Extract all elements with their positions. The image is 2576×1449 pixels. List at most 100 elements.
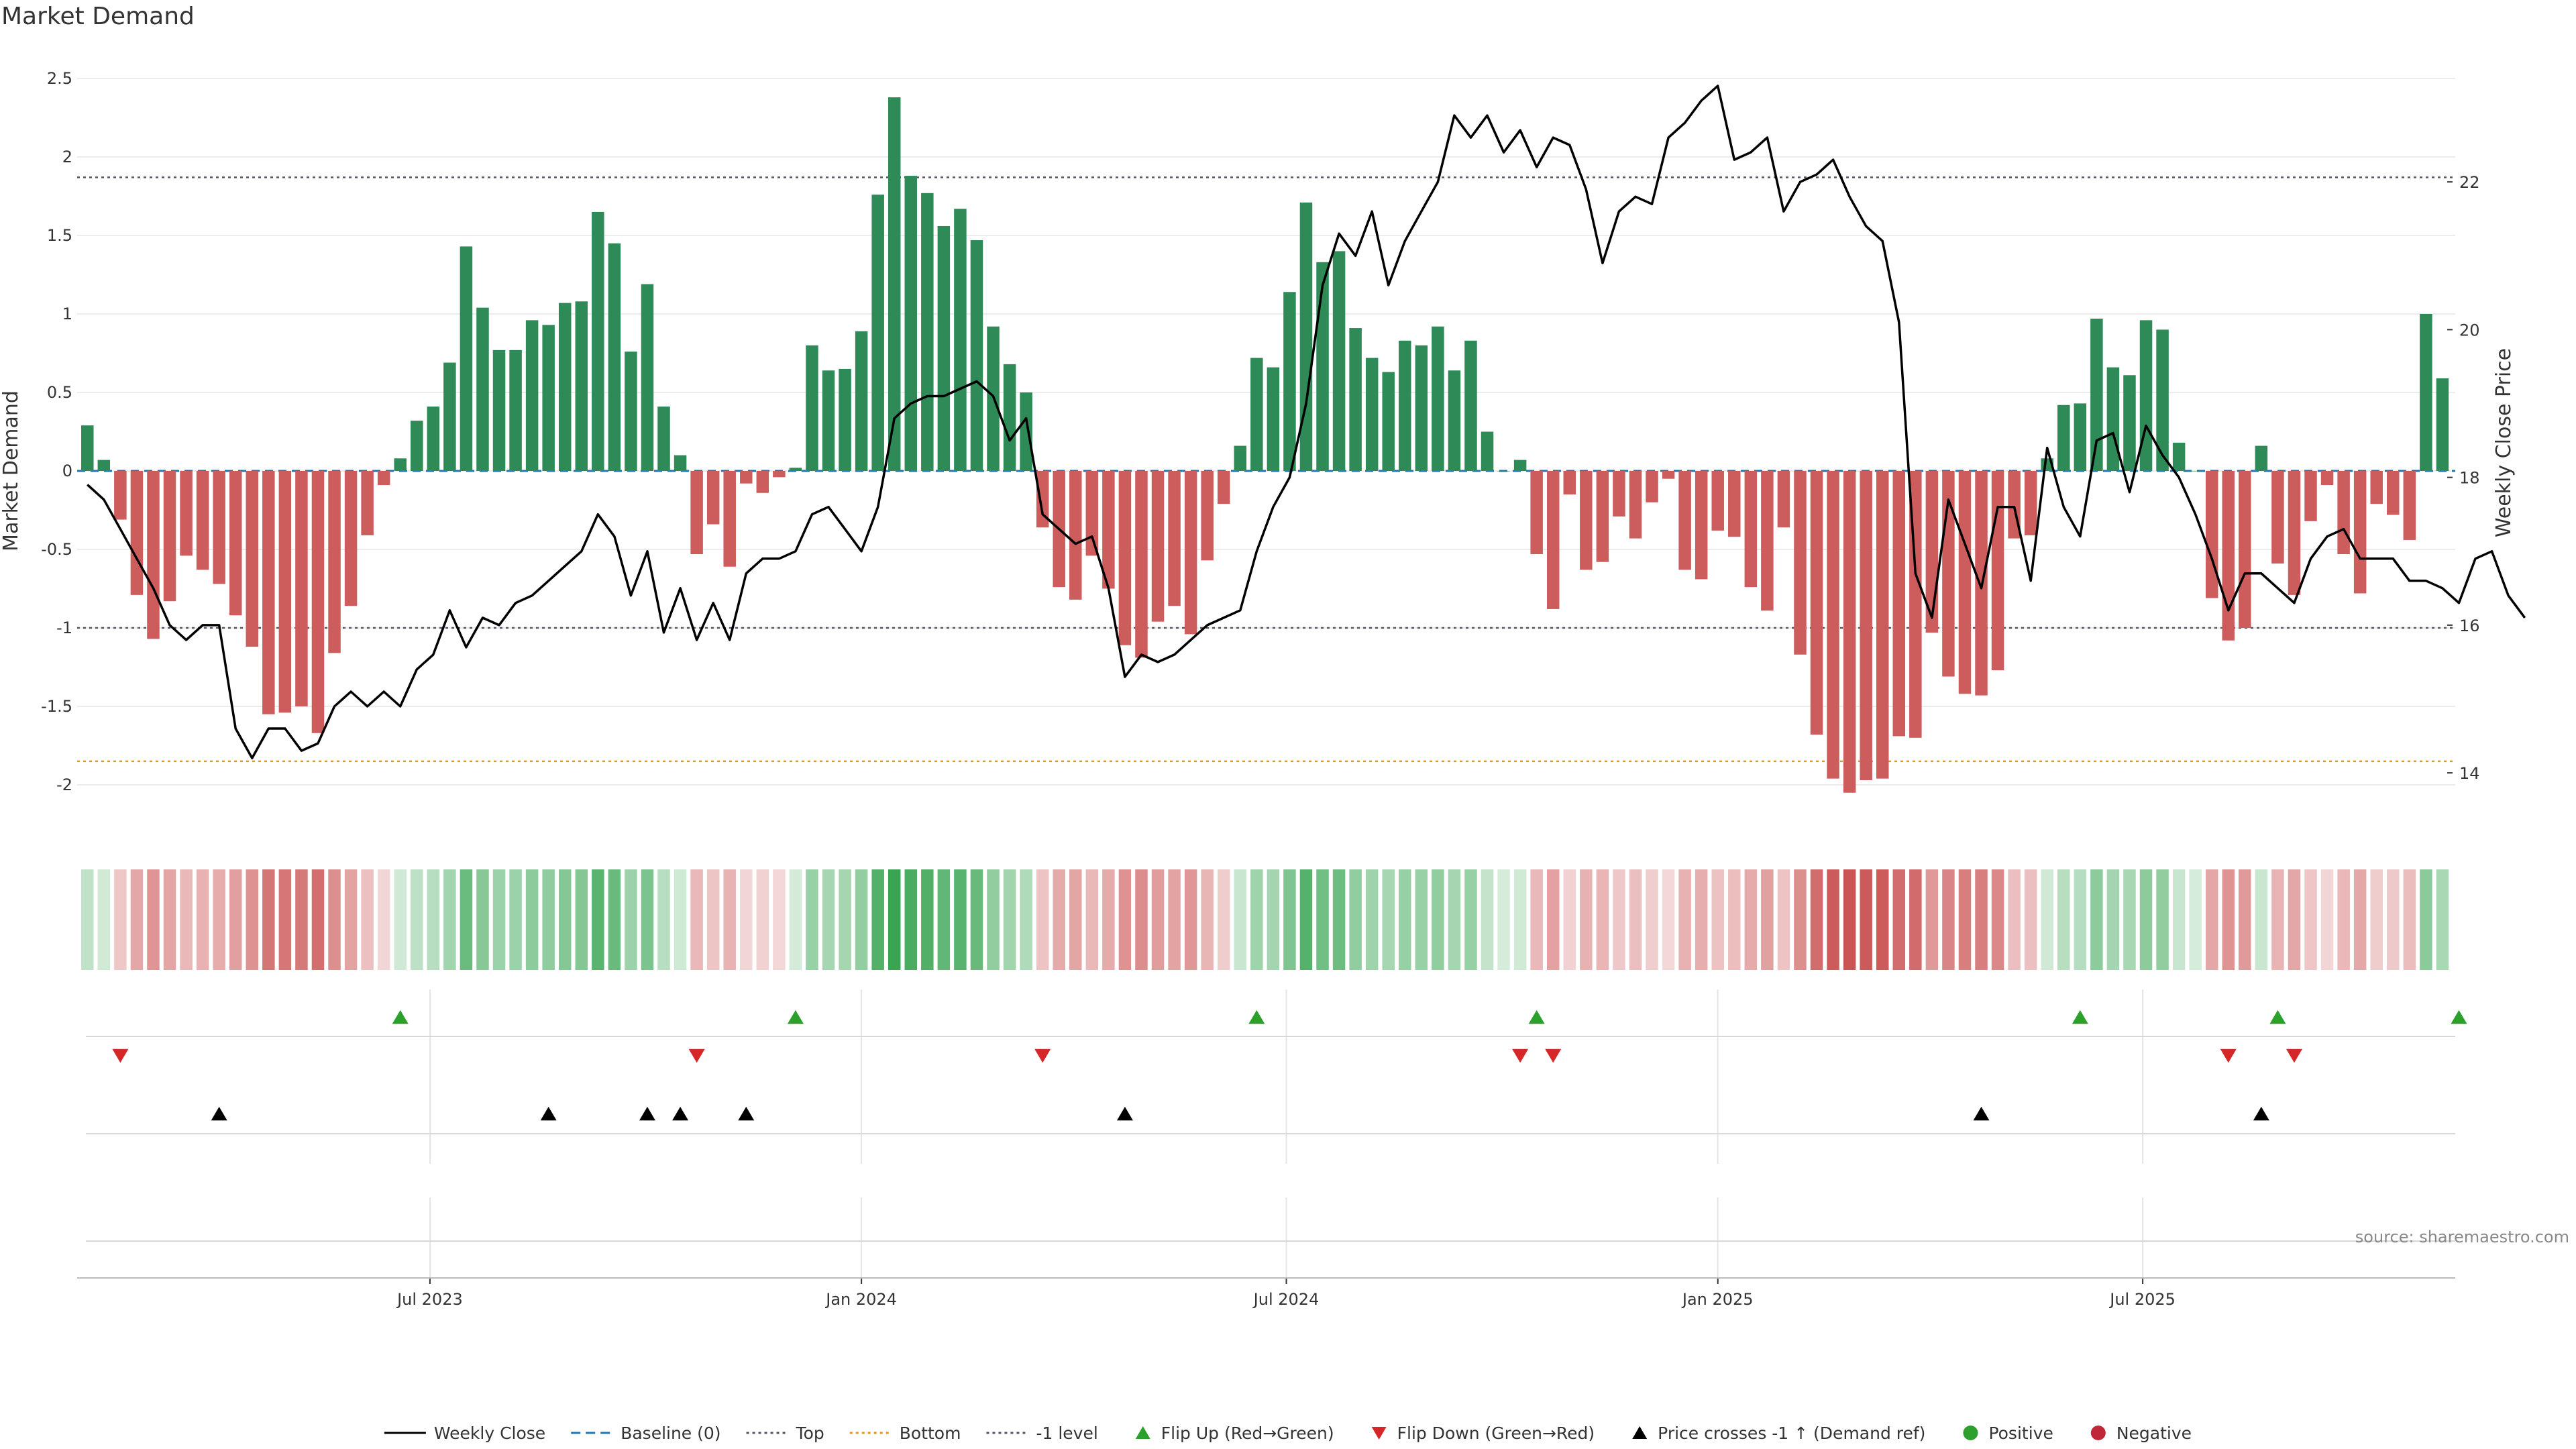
heat-cell bbox=[542, 869, 555, 970]
legend-label: Flip Down (Green→Red) bbox=[1397, 1424, 1595, 1443]
heat-cell bbox=[1711, 869, 1724, 970]
heat-cell bbox=[558, 869, 572, 970]
y-tick-right: 22 bbox=[2459, 173, 2480, 192]
demand-bar bbox=[806, 345, 818, 471]
demand-bars bbox=[81, 97, 2449, 793]
heat-cell bbox=[1102, 869, 1115, 970]
heat-cell bbox=[114, 869, 127, 970]
heat-cell bbox=[411, 869, 423, 970]
demand-bar bbox=[921, 193, 934, 471]
demand-bar bbox=[2353, 471, 2367, 594]
heat-cell bbox=[706, 869, 720, 970]
demand-bar bbox=[1892, 471, 1906, 737]
demand-bar bbox=[1118, 471, 1132, 645]
legend-item: Baseline (0) bbox=[571, 1424, 721, 1443]
legend-item: Bottom bbox=[849, 1424, 961, 1443]
heat-cell bbox=[1975, 869, 1988, 970]
demand-bar bbox=[2156, 329, 2169, 471]
demand-bar bbox=[1102, 471, 1115, 589]
heat-cell bbox=[476, 869, 489, 970]
demand-bar bbox=[1365, 358, 1379, 471]
heat-cell bbox=[2239, 869, 2251, 970]
heat-cell bbox=[756, 869, 769, 970]
demand-bar bbox=[2074, 403, 2087, 471]
legend-item: Top bbox=[746, 1424, 824, 1443]
heat-cell bbox=[1744, 869, 1758, 970]
demand-bar bbox=[394, 458, 407, 471]
heat-cell bbox=[377, 869, 390, 970]
demand-bar bbox=[196, 471, 209, 570]
demand-bar bbox=[1283, 292, 1296, 471]
demand-bar bbox=[608, 243, 621, 471]
flip-down-marker bbox=[112, 1049, 129, 1063]
legend-label: Positive bbox=[1988, 1424, 2053, 1443]
x-tick-label: Jul 2024 bbox=[1252, 1290, 1320, 1309]
demand-bar bbox=[1860, 471, 1872, 780]
demand-bar bbox=[1399, 340, 1411, 471]
heat-cell bbox=[1118, 869, 1132, 970]
legend-label: Baseline (0) bbox=[621, 1424, 720, 1443]
heat-cell bbox=[163, 869, 176, 970]
heat-cell bbox=[1036, 869, 1049, 970]
heat-cell bbox=[1464, 869, 1477, 970]
flip-down-marker bbox=[2286, 1049, 2302, 1063]
heat-cell bbox=[1909, 869, 1922, 970]
demand-bar bbox=[773, 471, 786, 478]
heat-cell bbox=[1003, 869, 1016, 970]
demand-bar bbox=[2139, 320, 2153, 471]
heat-cell bbox=[2222, 869, 2235, 970]
y-tick-left: 1 bbox=[62, 305, 72, 323]
demand-bar bbox=[97, 460, 111, 471]
demand-bar bbox=[492, 350, 506, 471]
demand-bar bbox=[361, 471, 374, 535]
heat-cell bbox=[1069, 869, 1082, 970]
demand-bar bbox=[542, 325, 555, 471]
demand-bar bbox=[1168, 471, 1181, 606]
demand-bar bbox=[1629, 471, 1642, 539]
heat-cell bbox=[1299, 869, 1313, 970]
y-tick-right: 16 bbox=[2459, 616, 2480, 635]
heat-cell bbox=[1777, 869, 1790, 970]
demand-bar bbox=[822, 370, 835, 471]
flip-up-marker bbox=[2451, 1010, 2467, 1024]
chart-title: Market Demand bbox=[1, 3, 195, 30]
heat-cell bbox=[789, 869, 802, 970]
heat-cell bbox=[1728, 869, 1741, 970]
demand-bar bbox=[1777, 471, 1790, 528]
y-tick-left: 0.5 bbox=[47, 383, 72, 402]
demand-bar bbox=[1794, 471, 1807, 655]
heat-cell bbox=[1761, 869, 1774, 970]
y-tick-left: 2.5 bbox=[47, 69, 72, 88]
heat-cell bbox=[1382, 869, 1395, 970]
heat-cell bbox=[2304, 869, 2317, 970]
demand-bar bbox=[2239, 471, 2251, 628]
heat-cell bbox=[1629, 869, 1642, 970]
heat-cell bbox=[1530, 869, 1543, 970]
heat-cell bbox=[2156, 869, 2169, 970]
heat-cell bbox=[2288, 869, 2301, 970]
flip-up-marker bbox=[1528, 1010, 1545, 1024]
heat-cell bbox=[2370, 869, 2383, 970]
demand-bar bbox=[2337, 471, 2350, 555]
y-tick-right: 14 bbox=[2459, 764, 2480, 783]
heat-cell bbox=[1810, 869, 1823, 970]
demand-bar bbox=[1596, 471, 1609, 562]
demand-bar bbox=[2370, 471, 2383, 504]
weekly-close-line bbox=[87, 85, 2526, 759]
heat-cell bbox=[2172, 869, 2186, 970]
flip-down-marker bbox=[1034, 1049, 1051, 1063]
heat-cell bbox=[2420, 869, 2432, 970]
flip-up-marker bbox=[2269, 1010, 2286, 1024]
demand-bar bbox=[1382, 372, 1395, 471]
demand-bar bbox=[674, 455, 687, 471]
demand-bar bbox=[789, 468, 802, 471]
legend-label: Top bbox=[796, 1424, 824, 1443]
demand-bar bbox=[2420, 314, 2432, 471]
heat-cell bbox=[1596, 869, 1609, 970]
demand-bar bbox=[1184, 471, 1197, 635]
heat-cell bbox=[443, 869, 456, 970]
demand-bar bbox=[1728, 471, 1741, 537]
heat-cell bbox=[1053, 869, 1065, 970]
demand-bar bbox=[311, 471, 325, 733]
legend-swatch-tri-up bbox=[1135, 1426, 1150, 1439]
